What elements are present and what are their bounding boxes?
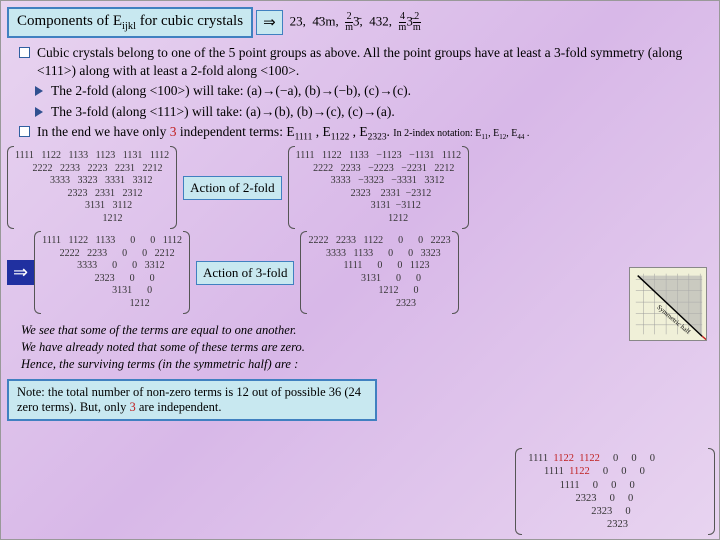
arrow-icon: ⇒ [256, 10, 283, 35]
matrix-3: 1111 1122 1133 0 0 1112 2222 2233 0 0 22… [34, 231, 190, 314]
action-3fold-label: Action of 3-fold [196, 261, 294, 285]
bullet-2a: The 2-fold (along <100>) will take: (a)→… [37, 82, 709, 100]
matrix-row-2: ⇒ 1111 1122 1133 0 0 1112 2222 2233 0 0 … [7, 231, 713, 314]
observation-note: We see that some of the terms are equal … [21, 322, 719, 373]
bottom-note: Note: the total number of non-zero terms… [7, 379, 377, 421]
title-text: Components of E [17, 13, 122, 29]
down-arrow-icon: ⇒ [7, 260, 34, 285]
matrix-2: 1111 1122 1133 −1123 −1131 1112 2222 223… [288, 146, 469, 229]
point-groups: 23, 4̄3m, 2m3̄, 432, 4m3̄2m [290, 12, 421, 33]
bullet-2b: The 3-fold (along <111>) will take: (a)→… [37, 103, 709, 121]
bullet-3: In the end we have only 3 independent te… [23, 123, 709, 144]
action-2fold-label: Action of 2-fold [183, 176, 281, 200]
bullet-list: Cubic crystals belong to one of the 5 po… [23, 44, 709, 144]
two-index-note: In 2-index notation: E11, E12, E44 . [393, 128, 529, 139]
title-box: Components of Eijkl for cubic crystals [7, 7, 253, 38]
matrix-row-1: 1111 1122 1133 1123 1131 1112 2222 2233 … [7, 146, 713, 229]
title-sub: ijkl [122, 21, 136, 32]
matrix-4: 2222 2233 1122 0 0 2223 3333 1133 0 0 33… [300, 231, 458, 314]
symmetric-unit-inset: Symmetric half [629, 267, 707, 341]
bullet-1: Cubic crystals belong to one of the 5 po… [23, 44, 709, 80]
matrix-1: 1111 1122 1133 1123 1131 1112 2222 2233 … [7, 146, 177, 229]
final-matrix: 1111 1122 1122 0 0 0 1111 1122 0 0 0 111… [515, 448, 715, 535]
title-rest: for cubic crystals [136, 13, 243, 29]
